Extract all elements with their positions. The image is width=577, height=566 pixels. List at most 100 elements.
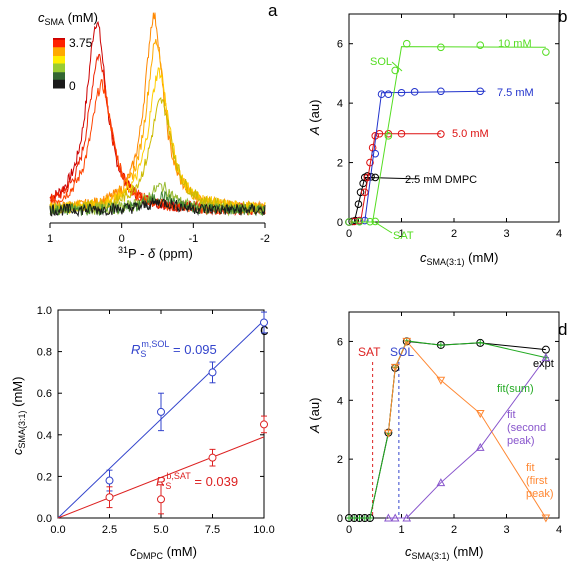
panel-c: c 0.02.55.07.510.00.00.20.40.60.81.0 RSm…: [10, 305, 275, 561]
label-second-3: peak): [507, 435, 535, 447]
data-point-c: [157, 495, 165, 504]
y-axis-label-b: A (au): [307, 100, 322, 136]
x-axis-label-b: cSMA(3:1) (mM): [420, 250, 498, 267]
colorbar-segment: [53, 43, 65, 45]
series-c: [57, 311, 268, 519]
y-label-c-sub: SMA(3:1): [17, 410, 27, 448]
colorbar-segment: [53, 56, 65, 59]
y-axis-label-c: cSMA(3:1) (mM): [10, 377, 27, 455]
colorbar-segment: [53, 53, 65, 55]
x-label-b-sub: SMA(3:1): [427, 257, 465, 267]
colorbar-segment: [53, 39, 65, 41]
x-label-d-unit: (mM): [450, 544, 484, 559]
spectrum-line: [49, 97, 266, 216]
colorbar-segment: [53, 55, 65, 58]
data-point-b: [366, 158, 374, 167]
y-axis-label-d: A (au): [307, 398, 322, 434]
c-y-tick-label: 0.8: [37, 347, 52, 359]
b-y-tick-label: 4: [337, 98, 343, 110]
colorbar-segment: [53, 86, 65, 89]
colorbar-title: cSMA (mM): [38, 10, 98, 27]
x-ticks-a: 1 0 -1 -2: [47, 223, 270, 245]
ticks-c: 0.0 2.5 5.0 7.5 10.0 0.0 0.2 0.4 0.6 0.8 1.0: [37, 305, 275, 536]
marker-triangle-down: [384, 429, 393, 438]
fit-line-b: [349, 46, 546, 223]
x-axis-label-d: cSMA(3:1) (mM): [405, 544, 483, 561]
data-point-c: [157, 407, 165, 416]
label-first-1: fit: [526, 462, 535, 474]
colorbar-segment: [53, 71, 65, 74]
colorbar-segment: [53, 79, 65, 81]
x-axis-label-c: cDMPC (mM): [130, 544, 197, 561]
series-line-d: [387, 340, 547, 519]
marker-triangle-down: [402, 337, 412, 346]
y-label-c-c: c: [10, 448, 25, 455]
spectra-lines: [49, 12, 266, 218]
d-y-tick-label: 2: [337, 454, 343, 466]
fit-line-b: [349, 90, 486, 223]
x-label-b-c: c: [420, 250, 427, 265]
x-tick-label-a: -1: [188, 233, 198, 245]
x-axis-label-a: 31P - δ (ppm): [118, 245, 193, 261]
d-x-tick-label: 4: [556, 524, 562, 536]
data-point-b: [345, 218, 353, 226]
x-label-a-delta: δ: [148, 246, 156, 261]
sol-slope-sub: S: [140, 349, 146, 359]
b-y-tick-label: 2: [337, 158, 343, 170]
data-point-c: [208, 453, 217, 462]
data-point-b: [348, 217, 356, 226]
colorbar-segment: [53, 81, 65, 84]
d-x-tick-label: 1: [398, 524, 404, 536]
sat-slope-sup: b,SAT: [166, 471, 191, 481]
colorbar-segment: [53, 84, 65, 86]
data-point-b: [371, 149, 380, 158]
colorbar-segment: [53, 63, 65, 65]
series-line-d: [388, 357, 547, 519]
sol-arrow: [391, 61, 403, 72]
sol-annotation: SOL: [370, 56, 392, 68]
colorbar-segment: [53, 38, 65, 40]
label-first-2: (first: [526, 475, 547, 487]
marker-triangle-up: [390, 513, 400, 522]
data-point-b: [360, 188, 369, 197]
x-label-c-sub: DMPC: [137, 551, 164, 561]
c-x-tick-label: 10.0: [253, 524, 274, 536]
colorbar-segment: [53, 40, 65, 43]
c-x-tick-label: 7.5: [205, 524, 220, 536]
colorbar-segment: [53, 68, 65, 70]
spectrum-line: [49, 67, 266, 215]
c-y-tick-label: 1.0: [37, 305, 52, 317]
colorbar-segment: [53, 51, 65, 54]
x-tick-label-a: -2: [260, 233, 270, 245]
sol-slope-R: R: [131, 342, 140, 357]
colorbar-segment: [53, 45, 65, 48]
colorbar-segment: [53, 64, 65, 66]
x-label-a-main: P -: [128, 246, 148, 261]
colorbar-segment: [53, 48, 65, 50]
colorbar-min: 0: [69, 79, 76, 93]
d-x-tick-label: 0: [346, 524, 352, 536]
colorbar-segment: [53, 59, 65, 61]
colorbar-label-c: c: [38, 10, 45, 25]
marker-triangle-up: [436, 478, 446, 487]
data-point-b: [391, 66, 400, 75]
data-point-b: [437, 130, 445, 138]
colorbar-segment: [53, 66, 65, 69]
marker-triangle-up: [384, 513, 393, 522]
data-point-c: [260, 420, 268, 429]
data-point-b: [437, 87, 445, 96]
data-point-b: [384, 129, 393, 138]
colorbar-segment: [53, 58, 65, 60]
colorbar-segment: [53, 60, 65, 63]
x-label-a-prefix: 31: [118, 245, 128, 255]
data-point-b: [350, 217, 359, 226]
colorbar-label-sub: SMA: [45, 17, 65, 27]
spectrum-line: [49, 197, 266, 218]
data-point-c: [105, 493, 114, 502]
b-x-tick-label: 1: [398, 228, 404, 240]
c-y-tick-label: 0.6: [37, 388, 52, 400]
c-y-tick-label: 0.4: [37, 430, 52, 442]
b-x-tick-label: 4: [556, 228, 562, 240]
label-sat-line: SAT: [358, 345, 381, 359]
